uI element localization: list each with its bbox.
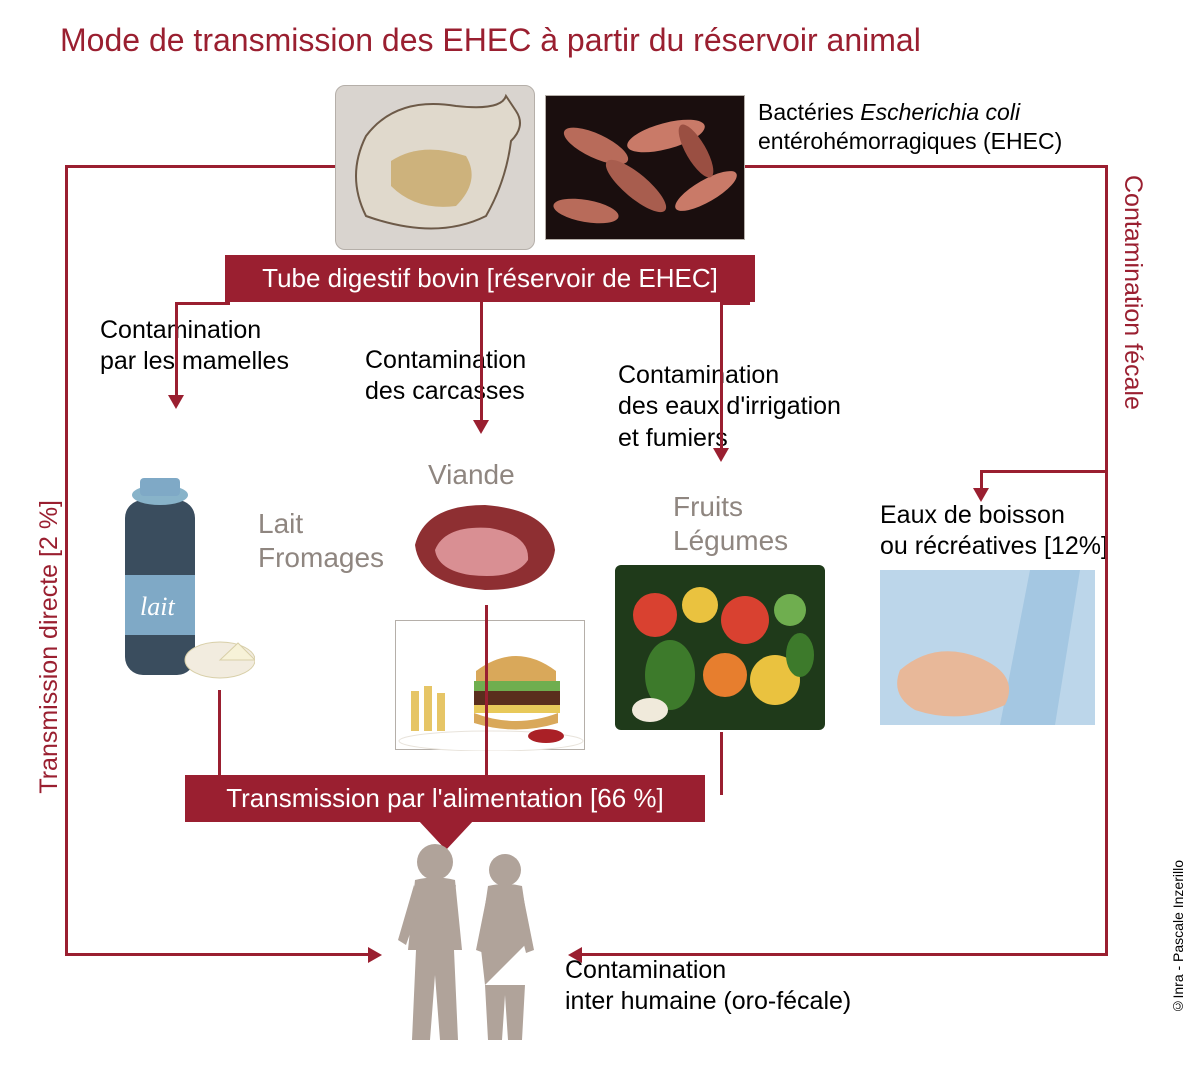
flow-line [65, 165, 68, 955]
bacteria-italic: Escherichia coli [860, 99, 1020, 125]
water-image [880, 570, 1095, 725]
bacteria-text-2: entérohémorragiques (EHEC) [758, 128, 1062, 154]
flow-line [980, 470, 1108, 473]
viande-label: Viande [428, 458, 515, 492]
eaux-label: Eaux de boisson ou récréatives [12%] [880, 500, 1108, 563]
arrow-down-icon [473, 420, 489, 434]
flow-line [65, 953, 370, 956]
arrow-down-icon [713, 448, 729, 462]
flow-line [720, 732, 723, 795]
arrow-down-icon [973, 488, 989, 502]
svg-text:lait: lait [140, 592, 175, 621]
carcasses-l2: des carcasses [365, 377, 525, 405]
flow-line [580, 953, 1108, 956]
irrigation-l3: et fumiers [618, 424, 728, 452]
flow-line [175, 302, 178, 397]
irrigation-l2: des eaux d'irrigation [618, 392, 841, 420]
mamelles-l1: Contamination [100, 316, 261, 344]
flow-line [485, 605, 488, 777]
fruits-label: Fruits Légumes [673, 490, 788, 557]
interhuman-label: Contamination inter humaine (oro-fécale) [565, 955, 851, 1018]
mamelles-label: Contamination par les mamelles [100, 315, 289, 378]
meat-image [400, 490, 570, 605]
flow-line [745, 165, 1108, 168]
mamelles-l2: par les mamelles [100, 347, 289, 375]
vegetables-image [615, 565, 825, 730]
bacteria-image [545, 95, 745, 240]
arrow-down-icon [168, 395, 184, 409]
carcasses-label: Contamination des carcasses [365, 345, 526, 408]
milk-image: lait [110, 460, 255, 685]
arrow-right-icon [368, 947, 382, 963]
interhum-l1: Contamination [565, 956, 726, 984]
interhum-l2: inter humaine (oro-fécale) [565, 987, 851, 1015]
flow-line [480, 302, 483, 422]
flow-line [218, 690, 221, 777]
source-banner: Tube digestif bovin [réservoir de EHEC] [225, 255, 755, 302]
irrigation-l1: Contamination [618, 361, 779, 389]
carcasses-l1: Contamination [365, 346, 526, 374]
cow-head-image [335, 85, 535, 250]
irrigation-label: Contamination des eaux d'irrigation et f… [618, 360, 841, 454]
lait-l2: Fromages [258, 542, 384, 573]
arrow-left-icon [568, 947, 582, 963]
bacteria-text-1: Bactéries [758, 99, 860, 125]
direct-transmission-label: Transmission directe [2 %] [35, 500, 64, 794]
credit-label: ©Inra - Pascale Inzerillo [1170, 860, 1186, 1015]
flow-line [720, 302, 750, 305]
bacteria-label: Bactéries Escherichia coli entérohémorra… [758, 98, 1062, 156]
food-banner: Transmission par l'alimentation [66 %] [185, 775, 705, 822]
flow-line [1105, 165, 1108, 955]
people-silhouette [380, 840, 560, 1050]
flow-line [980, 470, 983, 490]
lait-label: Lait Fromages [258, 507, 384, 574]
flow-line [65, 165, 335, 168]
fruits-l1: Fruits [673, 491, 743, 522]
fecal-contamination-label: Contamination fécale [1118, 175, 1147, 410]
eaux-l1: Eaux de boisson [880, 501, 1065, 529]
page-title: Mode de transmission des EHEC à partir d… [60, 22, 921, 59]
flow-line [175, 302, 230, 305]
lait-l1: Lait [258, 508, 303, 539]
fruits-l2: Légumes [673, 525, 788, 556]
burger-image [395, 620, 585, 750]
eaux-l2: ou récréatives [12%] [880, 532, 1108, 560]
flow-line [720, 302, 723, 450]
